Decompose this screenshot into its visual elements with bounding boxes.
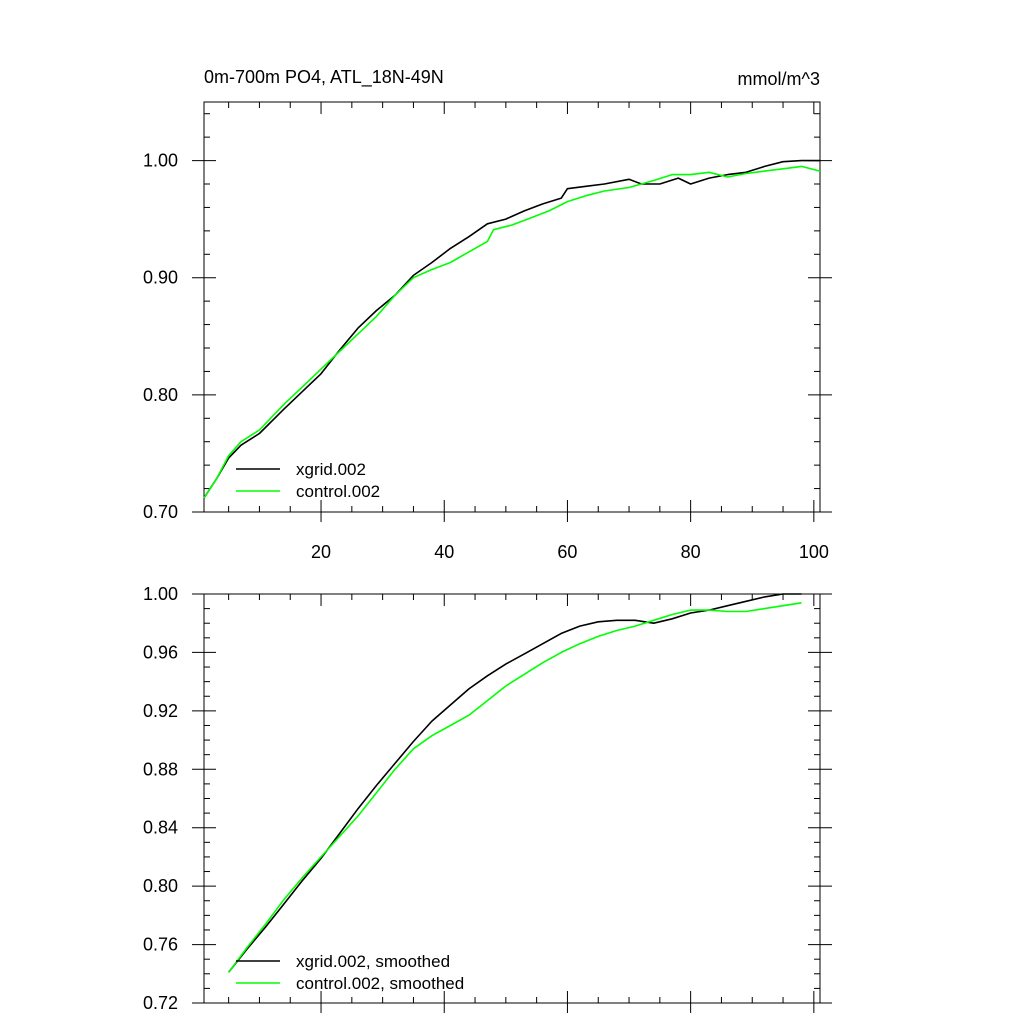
- legend-label-control-smoothed: control.002, smoothed: [296, 974, 464, 993]
- top-panel-legend: xgrid.002 control.002: [236, 460, 380, 501]
- x-tick-label: 20: [311, 542, 331, 562]
- y-tick-label: 0.96: [143, 642, 178, 662]
- bottom-panel-series: [227, 593, 802, 973]
- y-tick-label: 0.76: [143, 935, 178, 955]
- top-panel-axes: 20 40 60 80 100 0.70 0.80 0.90 1.00: [143, 101, 832, 562]
- x-tick-label: 80: [681, 542, 701, 562]
- y-tick-label: 1.00: [143, 151, 178, 171]
- y-tick-label: 0.72: [143, 993, 178, 1013]
- y-tick-label: 0.84: [143, 818, 178, 838]
- x-tick-label: 60: [557, 542, 577, 562]
- series-line-xgrid-002: [203, 159, 820, 499]
- bottom-panel-axes: 0.72 0.76 0.80 0.84 0.88 0.92 0.96 1.00: [143, 584, 832, 1013]
- legend-label-xgrid: xgrid.002: [296, 460, 366, 479]
- y-tick-label: 0.90: [143, 268, 178, 288]
- y-tick-label: 0.80: [143, 385, 178, 405]
- y-tick-label: 0.80: [143, 876, 178, 896]
- y-tick-label: 0.92: [143, 701, 178, 721]
- series-line-xgrid-002-smoothed: [227, 593, 802, 973]
- top-panel-units: mmol/m^3: [738, 69, 820, 89]
- y-tick-label: 0.70: [143, 502, 178, 522]
- bottom-panel-legend: xgrid.002, smoothed control.002, smoothe…: [236, 952, 464, 993]
- plot-frame: [203, 101, 821, 513]
- y-tick-label: 0.88: [143, 759, 178, 779]
- series-line-control-002: [203, 165, 821, 499]
- legend-label-control: control.002: [296, 482, 380, 501]
- plot-frame: [203, 593, 821, 1004]
- bottom-panel: 0.72 0.76 0.80 0.84 0.88 0.92 0.96 1.00 xgrid.0…: [143, 584, 832, 1013]
- y-tick-label: 1.00: [143, 584, 178, 604]
- top-panel-series: [203, 159, 821, 499]
- top-panel: 0m-700m PO4, ATL_18N-49N mmol/m^3 20 40 60…: [143, 67, 832, 562]
- x-tick-label: 100: [799, 542, 829, 562]
- legend-label-xgrid-smoothed: xgrid.002, smoothed: [296, 952, 450, 971]
- x-tick-label: 40: [434, 542, 454, 562]
- top-panel-title: 0m-700m PO4, ATL_18N-49N: [204, 67, 444, 88]
- series-line-control-002-smoothed: [227, 602, 802, 973]
